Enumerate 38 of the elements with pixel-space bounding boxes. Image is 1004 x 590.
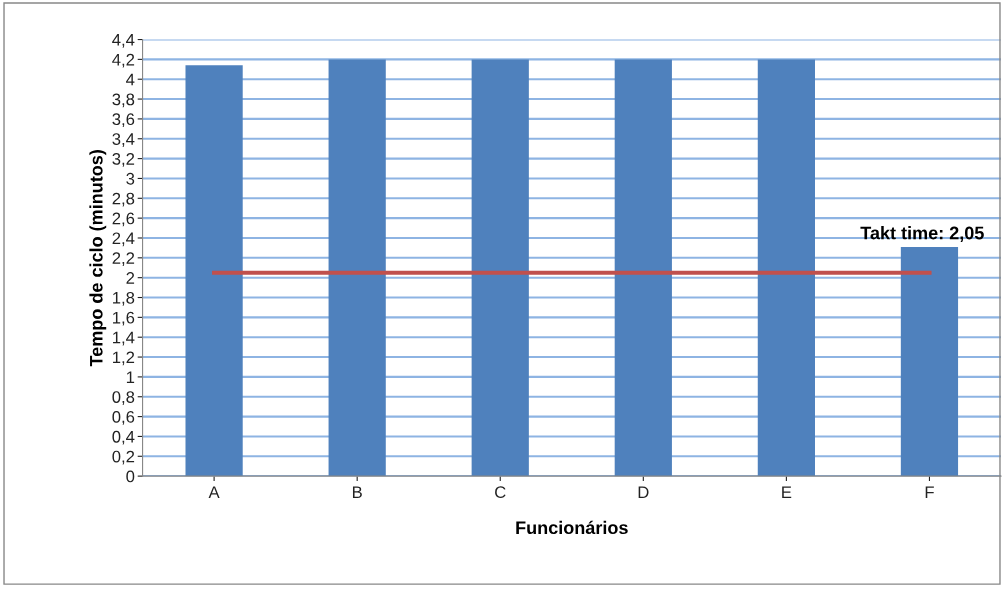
y-tick-label: 1,4 (113, 331, 135, 346)
y-tick-label: 3,4 (112, 133, 135, 147)
bar (471, 59, 529, 477)
y-tick-label: 2,4 (112, 232, 135, 247)
y-tick-label: 0,8 (112, 391, 135, 405)
x-tick-label: E (782, 486, 792, 498)
y-tick-label: 2,6 (112, 212, 135, 227)
x-tick-label: A (208, 486, 220, 498)
y-tick-label: 4,2 (112, 53, 135, 68)
y-tick-label: 0,2 (112, 450, 135, 465)
y-tick-label: 1,8 (113, 291, 135, 306)
y-tick-label: 0 (126, 470, 135, 483)
y-tick-label: 3,6 (112, 113, 135, 128)
x-tick-label: C (495, 486, 506, 499)
y-tick-label: 4,4 (112, 34, 135, 48)
bar (614, 59, 672, 477)
bar (328, 59, 386, 477)
y-tick-label: 0,6 (112, 410, 135, 425)
y-tick-label: 3,8 (112, 93, 135, 108)
y-tick-label: 0,4 (112, 430, 135, 445)
x-tick-label: B (352, 486, 362, 498)
y-tick-label: 1,2 (113, 351, 135, 366)
ref-line-label: Takt time: 2,05 (860, 226, 984, 242)
y-axis-title: Tempo de ciclo (minutos) (89, 150, 107, 367)
bar (185, 65, 243, 477)
y-tick-label: 3 (126, 172, 135, 185)
y-tick-label: 1,6 (113, 311, 135, 326)
bar (757, 59, 815, 477)
bar (900, 246, 959, 477)
y-tick-label: 2,2 (112, 252, 135, 266)
y-tick-label: 1 (126, 371, 135, 383)
x-axis-title: Funcionários (516, 520, 628, 535)
y-tick-label: 3,2 (112, 153, 135, 167)
x-tick-label: D (638, 486, 649, 498)
y-tick-label: 4 (126, 73, 135, 86)
y-tick-label: 2,8 (112, 192, 135, 207)
y-tick-label: 2 (126, 272, 135, 284)
x-tick-label: F (925, 486, 934, 498)
